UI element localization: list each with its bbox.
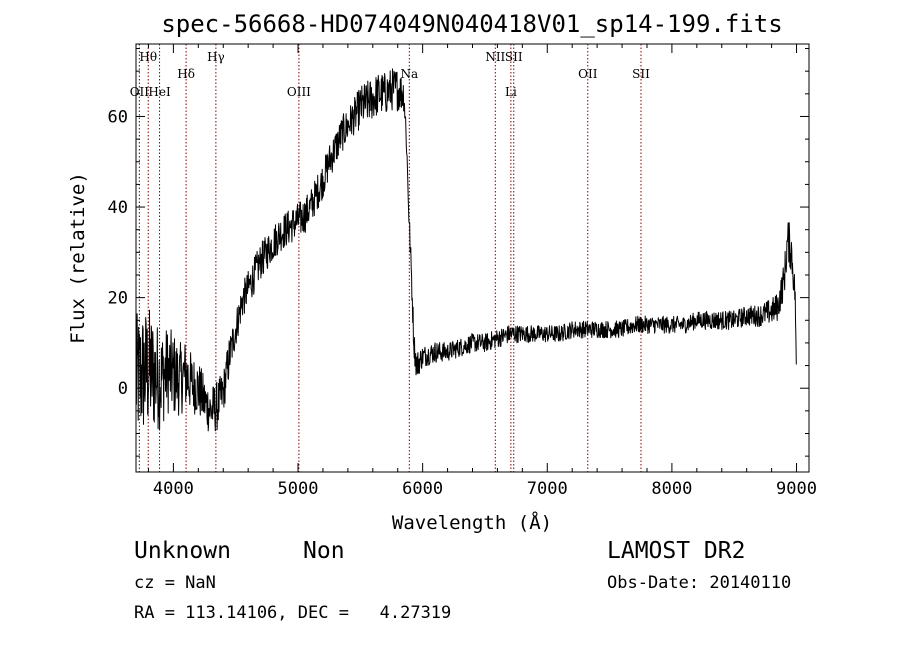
spectral-line-label: OII: [130, 85, 150, 99]
spectral-line-label: SII: [632, 67, 650, 81]
spectral-line-label: Na: [400, 67, 418, 81]
object-class: Unknown: [134, 538, 231, 564]
spectral-line-label: Hθ: [139, 50, 157, 64]
x-tick-label: 7000: [527, 479, 568, 499]
spectral-line-label: OIII: [287, 85, 311, 99]
redshift-readout: cz = NaN: [134, 573, 216, 593]
y-tick-label: 60: [108, 107, 128, 127]
object-subclass: Non: [303, 538, 345, 564]
plot-frame: [135, 43, 810, 473]
spectral-line-label: OII: [578, 67, 598, 81]
x-tick-label: 6000: [402, 479, 443, 499]
series-layer: [135, 68, 797, 432]
spectral-line-label: Hγ: [207, 50, 225, 64]
spectral-line-label: SII: [505, 50, 523, 64]
x-axis-label: Wavelength (Å): [392, 511, 552, 534]
x-tick-label: 8000: [651, 479, 692, 499]
spectral-line-label: NII: [485, 50, 505, 64]
survey-name: LAMOST DR2: [607, 538, 746, 564]
spectral-line-label: HeI: [148, 85, 171, 99]
chart-title: spec-56668-HD074049N040418V01_sp14-199.f…: [161, 10, 782, 38]
y-tick-label: 0: [118, 379, 128, 399]
y-tick-label: 20: [108, 289, 128, 309]
x-tick-label: 5000: [278, 479, 319, 499]
x-tick-label: 4000: [153, 479, 194, 499]
spectral-line-markers: OII Hθ HeI Hδ Hγ OIII Na NII Li SII OII SII: [130, 44, 650, 472]
spectral-line-label: Hδ: [177, 67, 195, 81]
observation-date: Obs-Date: 20140110: [607, 573, 792, 593]
coordinates-readout: RA = 113.14106, DEC = 4.27319: [134, 603, 452, 623]
spectral-line-label: Li: [505, 85, 517, 99]
y-axis-label: Flux (relative): [67, 172, 89, 344]
spectrum-line: [135, 68, 797, 432]
y-tick-label: 40: [108, 198, 128, 218]
axis-ticks: 4000 5000 6000 7000 8000 9000 0 20 40 60: [108, 44, 817, 499]
x-tick-label: 9000: [776, 479, 817, 499]
